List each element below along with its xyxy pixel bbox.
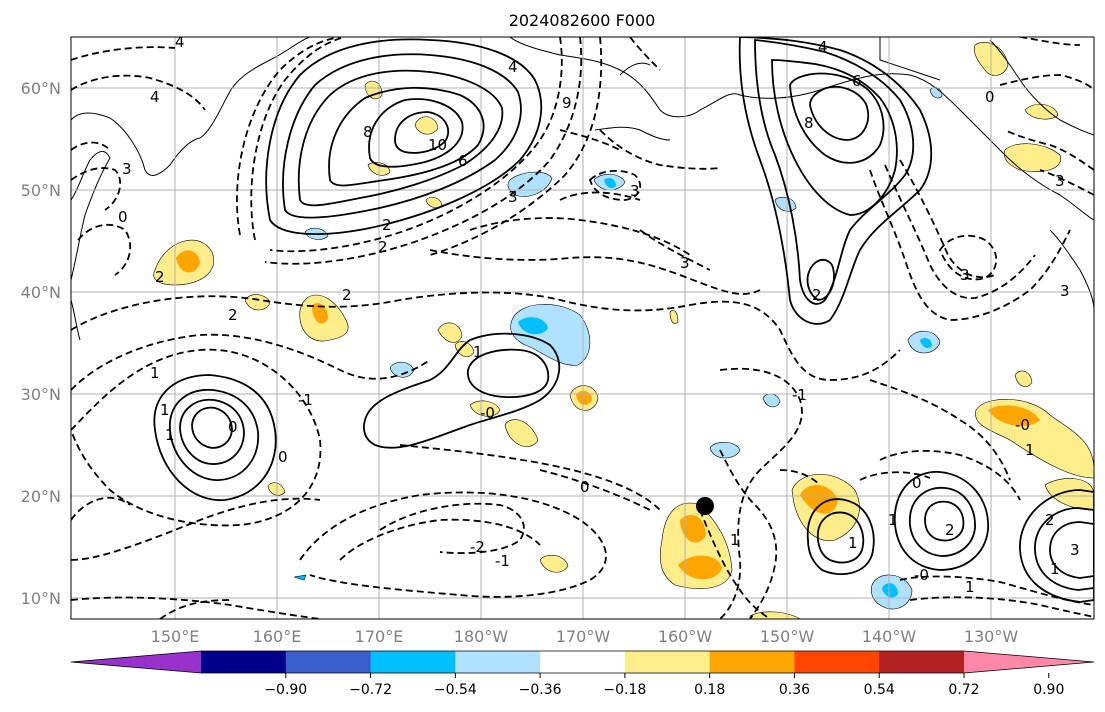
contour-label: 2 [228, 306, 238, 324]
colorbar-segment [201, 651, 287, 673]
colorbar-tick-label: 0.90 [1033, 682, 1064, 698]
colorbar-tick-label: 0.18 [694, 682, 725, 698]
contour-label: 0 [228, 418, 238, 436]
contour-label: 4 [150, 88, 160, 106]
lon-label: 140°W [862, 627, 917, 646]
longitude-labels: 150°E 160°E 170°E 180°W 170°W 160°W 150°… [151, 627, 1019, 646]
lat-label: 40°N [21, 283, 61, 302]
contour-label: 2 [378, 238, 388, 256]
contour-label: -2 [470, 538, 485, 556]
colorbar-tick-label: −0.54 [434, 682, 477, 698]
lon-label: 130°W [964, 627, 1019, 646]
contour-label: 0 [278, 448, 288, 466]
contour-label: 6 [852, 72, 862, 90]
location-marker [696, 497, 714, 515]
contour-label: 1 [160, 401, 170, 419]
colorbar-segment [709, 651, 795, 673]
contour-label: 2 [342, 286, 352, 304]
contour-label: 9 [562, 94, 572, 112]
contour-label: 1 [965, 578, 975, 596]
colorbar-extend-high [964, 651, 1094, 673]
lon-label: 150°E [151, 627, 200, 646]
colorbar-segment [540, 651, 626, 673]
contour-label: 0 [912, 474, 922, 492]
contour-label: -0 [480, 404, 495, 422]
lon-label: 180°W [454, 627, 509, 646]
contour-label: -1 [792, 386, 807, 404]
negative-contours [71, 37, 1094, 619]
contour-label: 1 [473, 343, 483, 361]
contour-label: -0 [914, 566, 929, 584]
contour-label: 1 [1025, 441, 1035, 459]
colorbar-outline [70, 650, 1095, 674]
lat-label: 30°N [21, 385, 61, 404]
contour-label: 4 [818, 38, 828, 56]
contour-label: 1 [165, 426, 175, 444]
colorbar-segment [285, 651, 372, 673]
lon-label: 160°E [253, 627, 302, 646]
contour-label: 2 [155, 268, 165, 286]
lat-label: 60°N [21, 79, 61, 98]
lat-label: 20°N [21, 487, 61, 506]
contour-label: 3 [122, 160, 132, 178]
colorbar-tick-label: 0.72 [948, 682, 979, 698]
contour-label: 6 [458, 152, 468, 170]
colorbar: −0.90 −0.72 −0.54 −0.36 −0.18 0.18 0.36 0.54 0.7… [70, 650, 1095, 698]
lon-label: 170°E [355, 627, 404, 646]
colorbar-tick-label: 0.36 [779, 682, 810, 698]
contour-label: 2 [1045, 511, 1055, 529]
contour-label: 0 [118, 208, 128, 226]
contour-label: 1 [150, 364, 160, 382]
contour-label: -1 [495, 552, 510, 570]
contour-label: 0 [985, 88, 995, 106]
contour-label: 10 [428, 136, 447, 154]
contour-label: 1 [848, 534, 858, 552]
colorbar-segment [624, 651, 711, 673]
contour-label: 2 [812, 286, 822, 304]
colorbar-extend-low [71, 651, 201, 673]
contour-label: 8 [363, 123, 373, 141]
contour-label: 1 [888, 511, 898, 529]
colorbar-segment [879, 651, 965, 673]
contour-label: 3 [1060, 282, 1070, 300]
map-border [70, 36, 1095, 620]
lon-label: 160°W [658, 627, 713, 646]
colorbar-tick-label: −0.72 [349, 682, 392, 698]
colorbar-segment [794, 651, 880, 673]
chart-title: 2024082600 F000 [509, 11, 656, 30]
negative-anomaly-shading [293, 87, 943, 610]
colorbar-tick-label: 0.54 [864, 682, 895, 698]
contour-label: 2 [382, 216, 392, 234]
colorbar-segment [370, 651, 456, 673]
contour-label: 3 [630, 182, 640, 200]
contour-label: 4 [508, 58, 518, 76]
colorbar-segment [455, 651, 541, 673]
contour-label: -0 [1015, 416, 1030, 434]
contour-label: 3 [508, 188, 518, 206]
contour-label: 3 [680, 254, 690, 272]
contour-label: 1 [1050, 560, 1060, 578]
colorbar-tick-label: −0.36 [519, 682, 562, 698]
contour-label: -1 [298, 391, 313, 409]
contour-label: 1 [730, 531, 740, 549]
colorbar-tick-label: −0.90 [264, 682, 307, 698]
contour-label: 8 [804, 114, 814, 132]
contour-label: 4 [175, 33, 185, 51]
contour-label: 2 [945, 521, 955, 539]
contour-label: 3 [1055, 172, 1065, 190]
contour-labels: 4 4 4 8 10 6 2 2 3 3 9 4 6 8 0 3 3 0 3 3… [118, 33, 1080, 596]
colorbar-tick-label: −0.18 [603, 682, 646, 698]
latitude-labels: 10°N 20°N 30°N 40°N 50°N 60°N [21, 79, 61, 608]
lon-label: 170°W [556, 627, 611, 646]
lat-label: 50°N [21, 181, 61, 200]
contour-label: 3 [960, 266, 970, 284]
coastlines [71, 37, 1094, 341]
contour-label: 3 [1070, 541, 1080, 559]
lat-label: 10°N [21, 589, 61, 608]
lon-label: 150°W [760, 627, 815, 646]
positive-contours [153, 37, 1094, 603]
contour-label: 0 [580, 478, 590, 496]
